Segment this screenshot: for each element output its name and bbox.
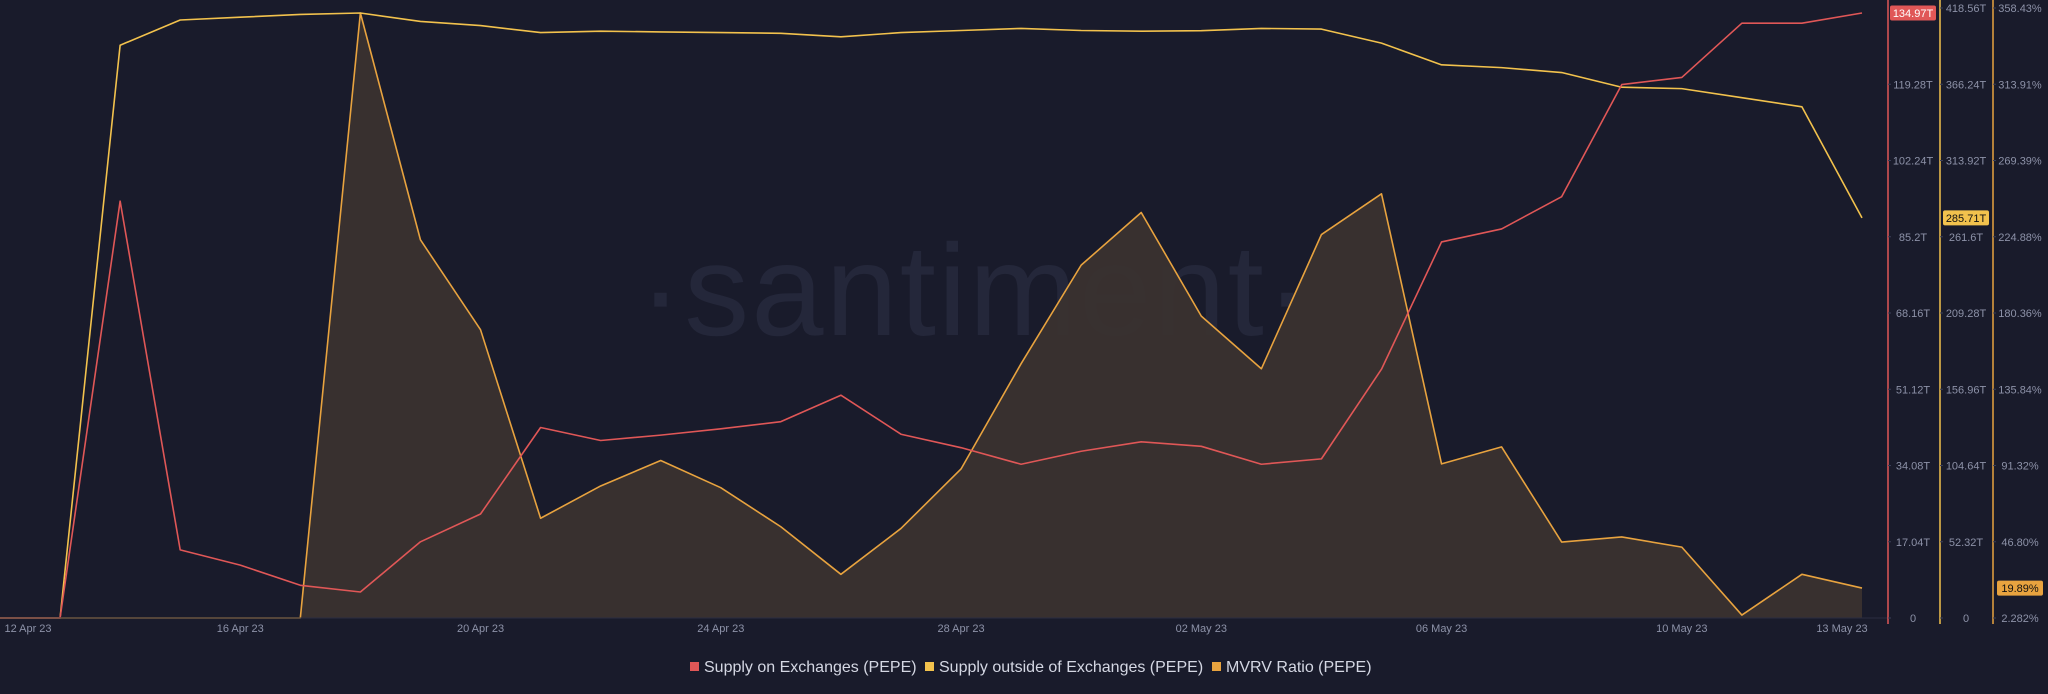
x-tick-label: 24 Apr 23 [697, 623, 744, 635]
series-supply-on-exchanges [0, 12, 1863, 619]
y-tick-label: 17.04T [1896, 537, 1931, 549]
x-tick-label: 06 May 23 [1416, 623, 1467, 635]
y-tick-label: 51.12T [1896, 384, 1931, 396]
axis-mvrv: 2.282% 46.80% 91.32% 135.84% 180.36% 224.88% 2… [1992, 0, 2043, 625]
y-tick-label: 2.282% [2001, 613, 2039, 625]
legend: Supply on Exchanges (PEPE) Supply outside… [690, 659, 1372, 676]
x-tick-label: 20 Apr 23 [457, 623, 504, 635]
y-tick-label: 313.91% [1998, 79, 2042, 91]
y-tick-label: 261.6T [1949, 232, 1984, 244]
y-tick-label: 224.88% [1998, 232, 2042, 244]
y-tick-label: 269.39% [1998, 156, 2042, 168]
y-tick-label: 209.28T [1946, 308, 1987, 320]
current-value-label: 285.71T [1946, 213, 1987, 225]
x-tick-label: 16 Apr 23 [217, 623, 264, 635]
x-tick-label: 28 Apr 23 [937, 623, 984, 635]
series-mvrv [0, 12, 1863, 619]
legend-swatch [925, 662, 934, 671]
mvrv-area [0, 13, 1862, 618]
x-tick-label: 02 May 23 [1176, 623, 1227, 635]
y-tick-label: 135.84% [1998, 384, 2042, 396]
axis-supply-on-exchanges: 0 17.04T 34.08T 51.12T 68.16T 85.2T 102.24T 119… [1887, 0, 1936, 625]
y-tick-label: 0 [1910, 613, 1916, 625]
y-tick-label: 85.2T [1899, 232, 1927, 244]
y-tick-label: 366.24T [1946, 79, 1987, 91]
y-tick-label: 104.64T [1946, 461, 1987, 473]
legend-swatch [690, 662, 699, 671]
legend-swatch [1212, 662, 1221, 671]
current-value-badge [1890, 5, 1936, 21]
x-axis: 12 Apr 23 16 Apr 23 20 Apr 23 24 Apr 23 28 A… [4, 623, 1867, 635]
y-tick-label: 0 [1963, 613, 1969, 625]
legend-label: Supply on Exchanges (PEPE) [704, 659, 917, 676]
y-tick-label: 358.43% [1998, 3, 2042, 15]
y-tick-label: 46.80% [2001, 537, 2039, 549]
y-tick-label: 34.08T [1896, 461, 1931, 473]
y-tick-label: 119.28T [1893, 79, 1933, 91]
y-tick-label: 313.92T [1946, 156, 1987, 168]
legend-label: Supply outside of Exchanges (PEPE) [939, 659, 1203, 676]
current-value-badge [1997, 580, 2043, 596]
axis-supply-outside-exchanges: 0 52.32T 104.64T 156.96T 209.28T 261.6T 313.92… [1939, 0, 1989, 625]
y-tick-label: 52.32T [1949, 537, 1984, 549]
y-tick-label: 68.16T [1896, 308, 1931, 320]
x-tick-label: 13 May 23 [1816, 623, 1867, 635]
current-value-label: 134.97T [1893, 8, 1934, 20]
y-tick-label: 418.56T [1946, 3, 1987, 15]
current-value-label: 19.89% [2001, 583, 2039, 595]
series-layer [0, 12, 1863, 619]
y-tick-label: 180.36% [1998, 308, 2042, 320]
y-tick-label: 102.24T [1893, 156, 1934, 168]
y-tick-label: 91.32% [2001, 461, 2039, 473]
series-supply-outside-exchanges [0, 12, 1863, 619]
x-tick-label: 12 Apr 23 [4, 623, 51, 635]
legend-label: MVRV Ratio (PEPE) [1226, 659, 1372, 676]
y-tick-label: 156.96T [1946, 384, 1987, 396]
x-tick-label: 10 May 23 [1656, 623, 1707, 635]
current-value-badge [1943, 210, 1989, 226]
